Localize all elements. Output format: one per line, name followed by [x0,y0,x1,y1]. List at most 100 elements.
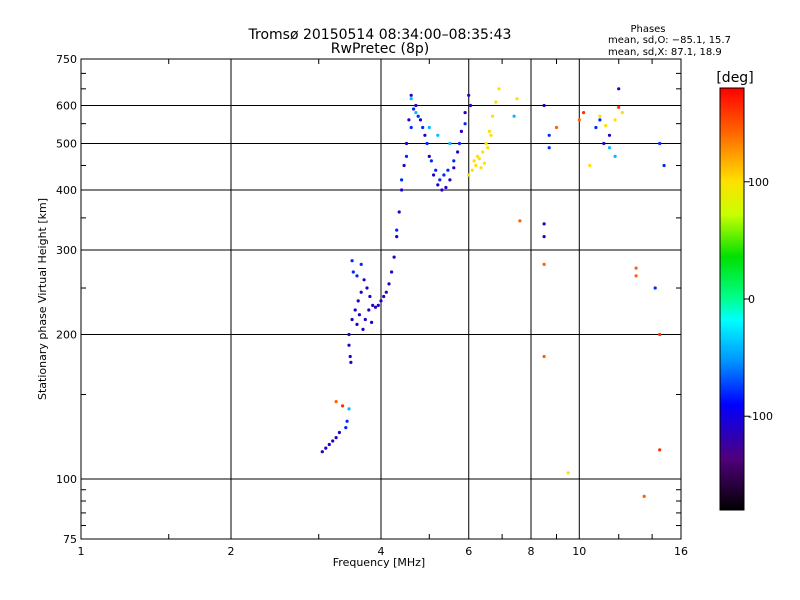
x-axis-ticks: 1 2 4 6 8 10 16 [78,59,688,558]
phase-heading: Phases [630,24,665,35]
data-point [594,125,598,130]
x-tick-label: 10 [572,545,586,558]
data-point [409,93,413,97]
data-point [459,129,463,133]
data-point [554,125,559,130]
data-point [350,259,354,263]
data-point [334,400,338,404]
data-point [620,111,624,115]
colorbar-ticks: 100 0 -100 [744,176,773,423]
data-point [353,308,357,312]
y-tick-label: 400 [56,184,77,197]
data-points [320,87,666,498]
data-point [331,439,335,443]
data-point [418,118,423,122]
data-point [392,255,396,259]
data-point [482,161,486,165]
data-point [351,270,355,274]
data-point [355,274,359,278]
data-point [348,354,352,359]
data-point [395,235,399,239]
data-point [444,185,448,190]
data-point [384,290,388,294]
data-point [542,235,546,239]
data-point [474,163,478,168]
data-point [421,125,425,130]
data-point [423,133,427,137]
data-point [379,299,383,303]
data-point [604,124,608,128]
y-axis-label: Stationary phase Virtual Height [km] [36,198,49,400]
chart-subtitle: RwPretec (8p) [331,41,429,57]
data-point [320,450,324,454]
data-point [547,146,551,150]
data-point [613,118,617,122]
data-point [363,317,367,322]
y-tick-label: 300 [56,244,77,257]
data-point [613,154,617,158]
data-point [404,154,409,158]
data-point [491,114,495,118]
data-point [470,168,474,172]
data-point [598,118,602,122]
x-axis-label: Frequency [MHz] [333,556,425,569]
data-point [416,114,420,118]
data-point [436,183,440,187]
data-point [658,332,662,337]
data-point [518,219,522,223]
data-point [448,178,452,182]
data-point [472,159,476,163]
x-tick-label: 8 [528,545,535,558]
data-point [468,103,473,108]
data-point [395,228,399,232]
data-point [407,118,411,122]
data-point [497,87,501,91]
data-point [436,133,440,137]
data-point [382,294,386,299]
data-point [324,446,328,450]
data-point [602,141,606,146]
data-point [359,290,363,294]
data-point [577,118,581,122]
data-point [432,173,436,177]
data-point [434,168,438,172]
x-tick-label: 16 [674,545,688,558]
data-point [442,173,446,177]
colorbar-tick-label: -100 [748,410,773,423]
data-point [653,286,657,290]
data-point [359,262,363,266]
data-point [642,494,646,498]
data-point [414,111,418,115]
data-point [371,303,375,307]
data-point [515,97,519,101]
data-point [452,166,456,170]
data-point [409,97,413,101]
data-point [598,114,602,118]
data-point [327,442,331,447]
colorbar-tick-label: 0 [748,293,755,306]
data-point [456,150,460,154]
data-point [463,122,467,126]
data-point [467,93,471,97]
phase-mean-o: mean, sd,O: −85.1, 15.7 [608,35,731,46]
data-point [347,343,351,347]
data-point [457,141,462,146]
data-point [387,282,391,286]
data-point [658,141,662,146]
data-point [487,129,491,133]
colorbar-tick-label: 100 [748,176,769,189]
data-point [400,188,404,192]
data-point [486,146,490,150]
y-tick-label: 600 [56,100,77,113]
data-point [588,163,592,168]
phase-mean-x: mean, sd,X: 87.1, 18.9 [608,47,722,58]
data-point [357,313,361,317]
data-point [349,360,353,364]
data-point [489,133,493,137]
data-point [477,157,481,161]
data-point [390,270,394,274]
data-point [617,105,621,109]
data-point [542,262,546,266]
data-point [427,154,431,158]
